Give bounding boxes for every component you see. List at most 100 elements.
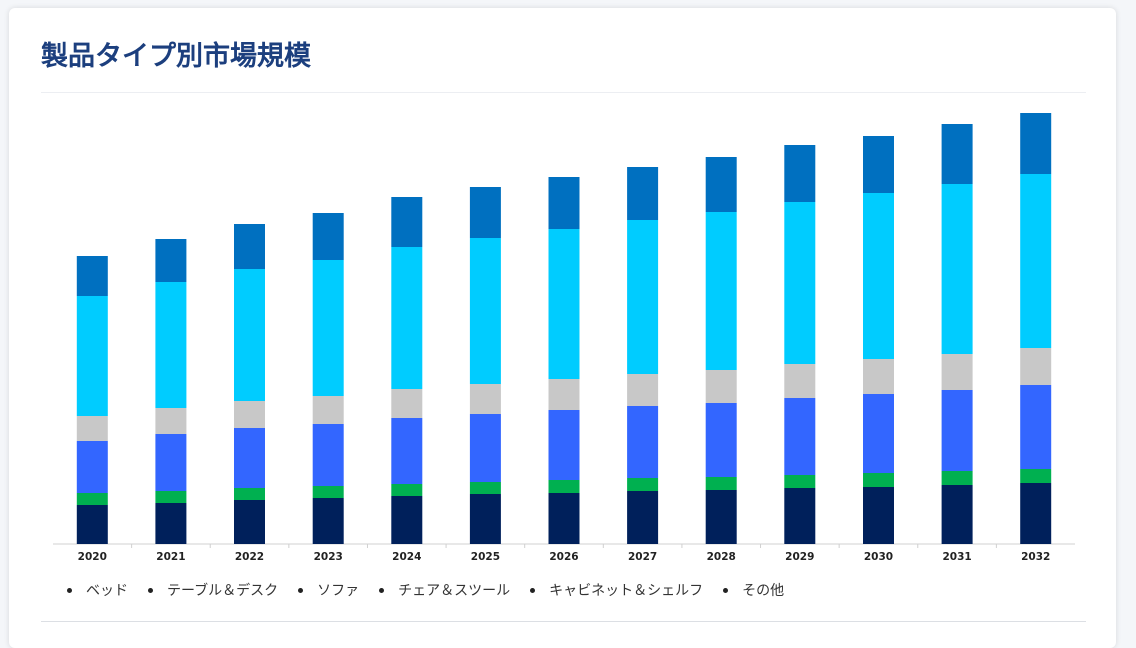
bar-segment-2031-0 bbox=[941, 485, 973, 544]
bar-segment-2031-5 bbox=[941, 124, 973, 184]
bar-segment-2023-5 bbox=[312, 213, 344, 260]
x-tick-label: 2023 bbox=[314, 551, 343, 563]
bar-segment-2028-2 bbox=[705, 403, 737, 477]
bar-segment-2029-5 bbox=[784, 145, 816, 202]
bar-segment-2030-1 bbox=[863, 473, 894, 487]
legend-bullet-icon bbox=[298, 587, 304, 593]
bar-segment-2024-2 bbox=[391, 418, 423, 484]
bar-segment-2029-3 bbox=[784, 364, 816, 398]
legend-label: ベッド bbox=[86, 583, 128, 599]
bar-segment-2025-3 bbox=[469, 384, 501, 414]
bar-segment-2022-4 bbox=[234, 269, 265, 401]
legend-label: チェア＆スツール bbox=[398, 583, 511, 599]
bar-segment-2023-1 bbox=[312, 486, 344, 498]
x-tick-label: 2024 bbox=[392, 551, 421, 563]
bar-segment-2032-4 bbox=[1020, 174, 1052, 348]
bar-segment-2028-4 bbox=[705, 212, 737, 370]
legend-label: キャビネット＆シェルフ bbox=[549, 583, 704, 599]
bar-segment-2022-0 bbox=[234, 500, 265, 544]
legend-item: キャビネット＆シェルフ bbox=[530, 580, 703, 600]
bar-segment-2030-0 bbox=[863, 487, 894, 544]
bar-segment-2026-0 bbox=[548, 493, 580, 544]
bar-segment-2031-4 bbox=[941, 184, 973, 354]
bar-segment-2032-2 bbox=[1020, 385, 1052, 469]
legend-item: テーブル＆デスク bbox=[148, 580, 278, 600]
bar-segment-2020-5 bbox=[76, 256, 108, 296]
bar-segment-2021-3 bbox=[155, 408, 187, 434]
legend-bullet-icon bbox=[379, 587, 385, 593]
legend-label: ソファ bbox=[317, 583, 360, 599]
bar-segment-2025-5 bbox=[469, 187, 501, 238]
bar-segment-2031-1 bbox=[941, 471, 973, 485]
chart-title: 製品タイプ別市場規模 bbox=[41, 41, 311, 72]
bar-segment-2024-4 bbox=[391, 247, 423, 389]
bar-segment-2030-4 bbox=[863, 193, 894, 359]
bar-segment-2023-2 bbox=[312, 424, 344, 486]
bar-segment-2020-4 bbox=[76, 296, 108, 416]
bar-segment-2027-0 bbox=[627, 491, 659, 544]
bar-segment-2021-1 bbox=[155, 491, 187, 503]
legend-item: ソファ bbox=[298, 580, 359, 600]
bar-segment-2028-3 bbox=[705, 370, 737, 403]
bar-segment-2023-3 bbox=[312, 396, 344, 424]
bar-segment-2026-4 bbox=[548, 229, 580, 379]
x-tick-label: 2026 bbox=[549, 551, 578, 563]
bar-segment-2023-0 bbox=[312, 498, 344, 544]
x-tick-label: 2031 bbox=[942, 551, 971, 563]
bar-segment-2022-3 bbox=[234, 401, 265, 428]
bar-segment-2021-5 bbox=[155, 239, 187, 282]
bar-segment-2021-2 bbox=[155, 434, 187, 491]
bar-segment-2029-0 bbox=[784, 488, 816, 544]
bar-segment-2024-3 bbox=[391, 389, 423, 418]
chart-card: 製品タイプ別市場規模 2020 2021 2022 2023 2024 2025 2026 2… bbox=[9, 8, 1116, 648]
bar-segment-2025-0 bbox=[469, 494, 501, 544]
bar-segment-2026-1 bbox=[548, 480, 580, 493]
bar-segment-2027-2 bbox=[627, 406, 659, 478]
bar-segment-2032-3 bbox=[1020, 348, 1052, 385]
bar-segment-2031-3 bbox=[941, 354, 973, 390]
legend-label: テーブル＆デスク bbox=[167, 583, 279, 599]
bar-segment-2025-1 bbox=[469, 482, 501, 494]
bar-segment-2029-2 bbox=[784, 398, 816, 475]
bar-segment-2028-5 bbox=[705, 157, 737, 212]
bar-segment-2027-4 bbox=[627, 220, 659, 374]
legend-label: その他 bbox=[742, 583, 785, 599]
x-tick-label: 2030 bbox=[864, 551, 893, 563]
x-tick-label: 2022 bbox=[235, 551, 264, 563]
legend-bullet-icon bbox=[67, 587, 72, 593]
title-divider bbox=[41, 92, 1086, 93]
bar-segment-2028-1 bbox=[705, 477, 737, 490]
bar-segment-2026-3 bbox=[548, 379, 580, 410]
bar-segment-2027-3 bbox=[627, 374, 659, 406]
bar-segment-2027-1 bbox=[627, 478, 659, 491]
bar-segment-2022-1 bbox=[234, 488, 265, 500]
bar-segment-2024-1 bbox=[391, 484, 423, 496]
bar-segment-2020-0 bbox=[76, 505, 108, 544]
bar-segment-2023-4 bbox=[312, 260, 344, 396]
bar-segment-2031-2 bbox=[941, 390, 973, 471]
bar-segment-2022-5 bbox=[234, 224, 265, 269]
bar-segment-2030-3 bbox=[863, 359, 894, 394]
bar-segment-2020-1 bbox=[76, 493, 108, 505]
legend-item: チェア＆スツール bbox=[379, 580, 510, 600]
legend-item: その他 bbox=[723, 580, 784, 600]
x-tick-label: 2025 bbox=[471, 551, 500, 563]
bar-segment-2025-2 bbox=[469, 414, 501, 482]
x-tick-label: 2020 bbox=[78, 551, 107, 563]
chart-legend: ベッド テーブル＆デスク ソファ チェア＆スツール キャビネット＆シェルフ その他 bbox=[67, 580, 784, 600]
bar-segment-2026-2 bbox=[548, 410, 580, 480]
legend-bullet-icon bbox=[530, 587, 536, 593]
x-tick-label: 2021 bbox=[156, 551, 185, 563]
bar-segment-2030-5 bbox=[863, 136, 894, 193]
legend-bullet-icon bbox=[148, 587, 153, 593]
bar-segment-2021-0 bbox=[155, 503, 187, 544]
legend-bullet-icon bbox=[723, 587, 729, 593]
bar-segment-2027-5 bbox=[627, 167, 659, 220]
bar-segment-2020-3 bbox=[76, 416, 108, 441]
bar-segment-2030-2 bbox=[863, 394, 894, 473]
bar-segment-2029-4 bbox=[784, 202, 816, 364]
x-tick-label: 2027 bbox=[628, 551, 657, 563]
bar-segment-2021-4 bbox=[155, 282, 187, 408]
bar-segment-2028-0 bbox=[705, 490, 737, 544]
bar-segment-2029-1 bbox=[784, 475, 816, 488]
